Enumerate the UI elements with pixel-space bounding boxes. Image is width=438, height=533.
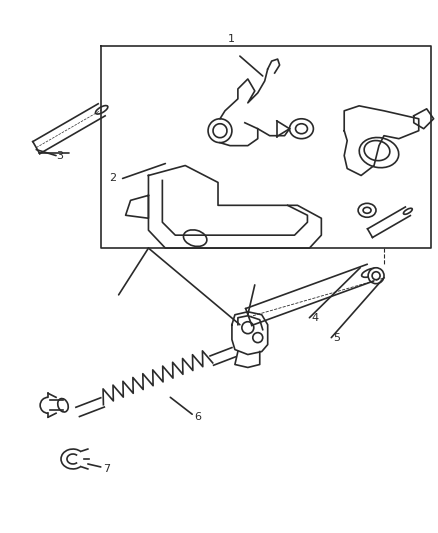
Text: 7: 7 <box>102 464 110 474</box>
Text: 5: 5 <box>332 333 339 343</box>
Text: 1: 1 <box>227 34 234 44</box>
Text: 4: 4 <box>311 313 318 323</box>
Ellipse shape <box>362 207 370 213</box>
Text: 3: 3 <box>56 151 63 160</box>
Ellipse shape <box>367 268 383 284</box>
Ellipse shape <box>58 399 68 412</box>
Text: 6: 6 <box>194 412 201 422</box>
Text: 2: 2 <box>109 173 116 183</box>
Ellipse shape <box>295 124 307 134</box>
Ellipse shape <box>358 138 398 168</box>
Ellipse shape <box>357 203 375 217</box>
Ellipse shape <box>403 208 411 214</box>
Ellipse shape <box>289 119 313 139</box>
Ellipse shape <box>183 230 206 246</box>
Ellipse shape <box>241 322 253 334</box>
Ellipse shape <box>371 272 379 280</box>
Ellipse shape <box>252 333 262 343</box>
Ellipse shape <box>361 268 378 277</box>
Ellipse shape <box>95 106 108 114</box>
